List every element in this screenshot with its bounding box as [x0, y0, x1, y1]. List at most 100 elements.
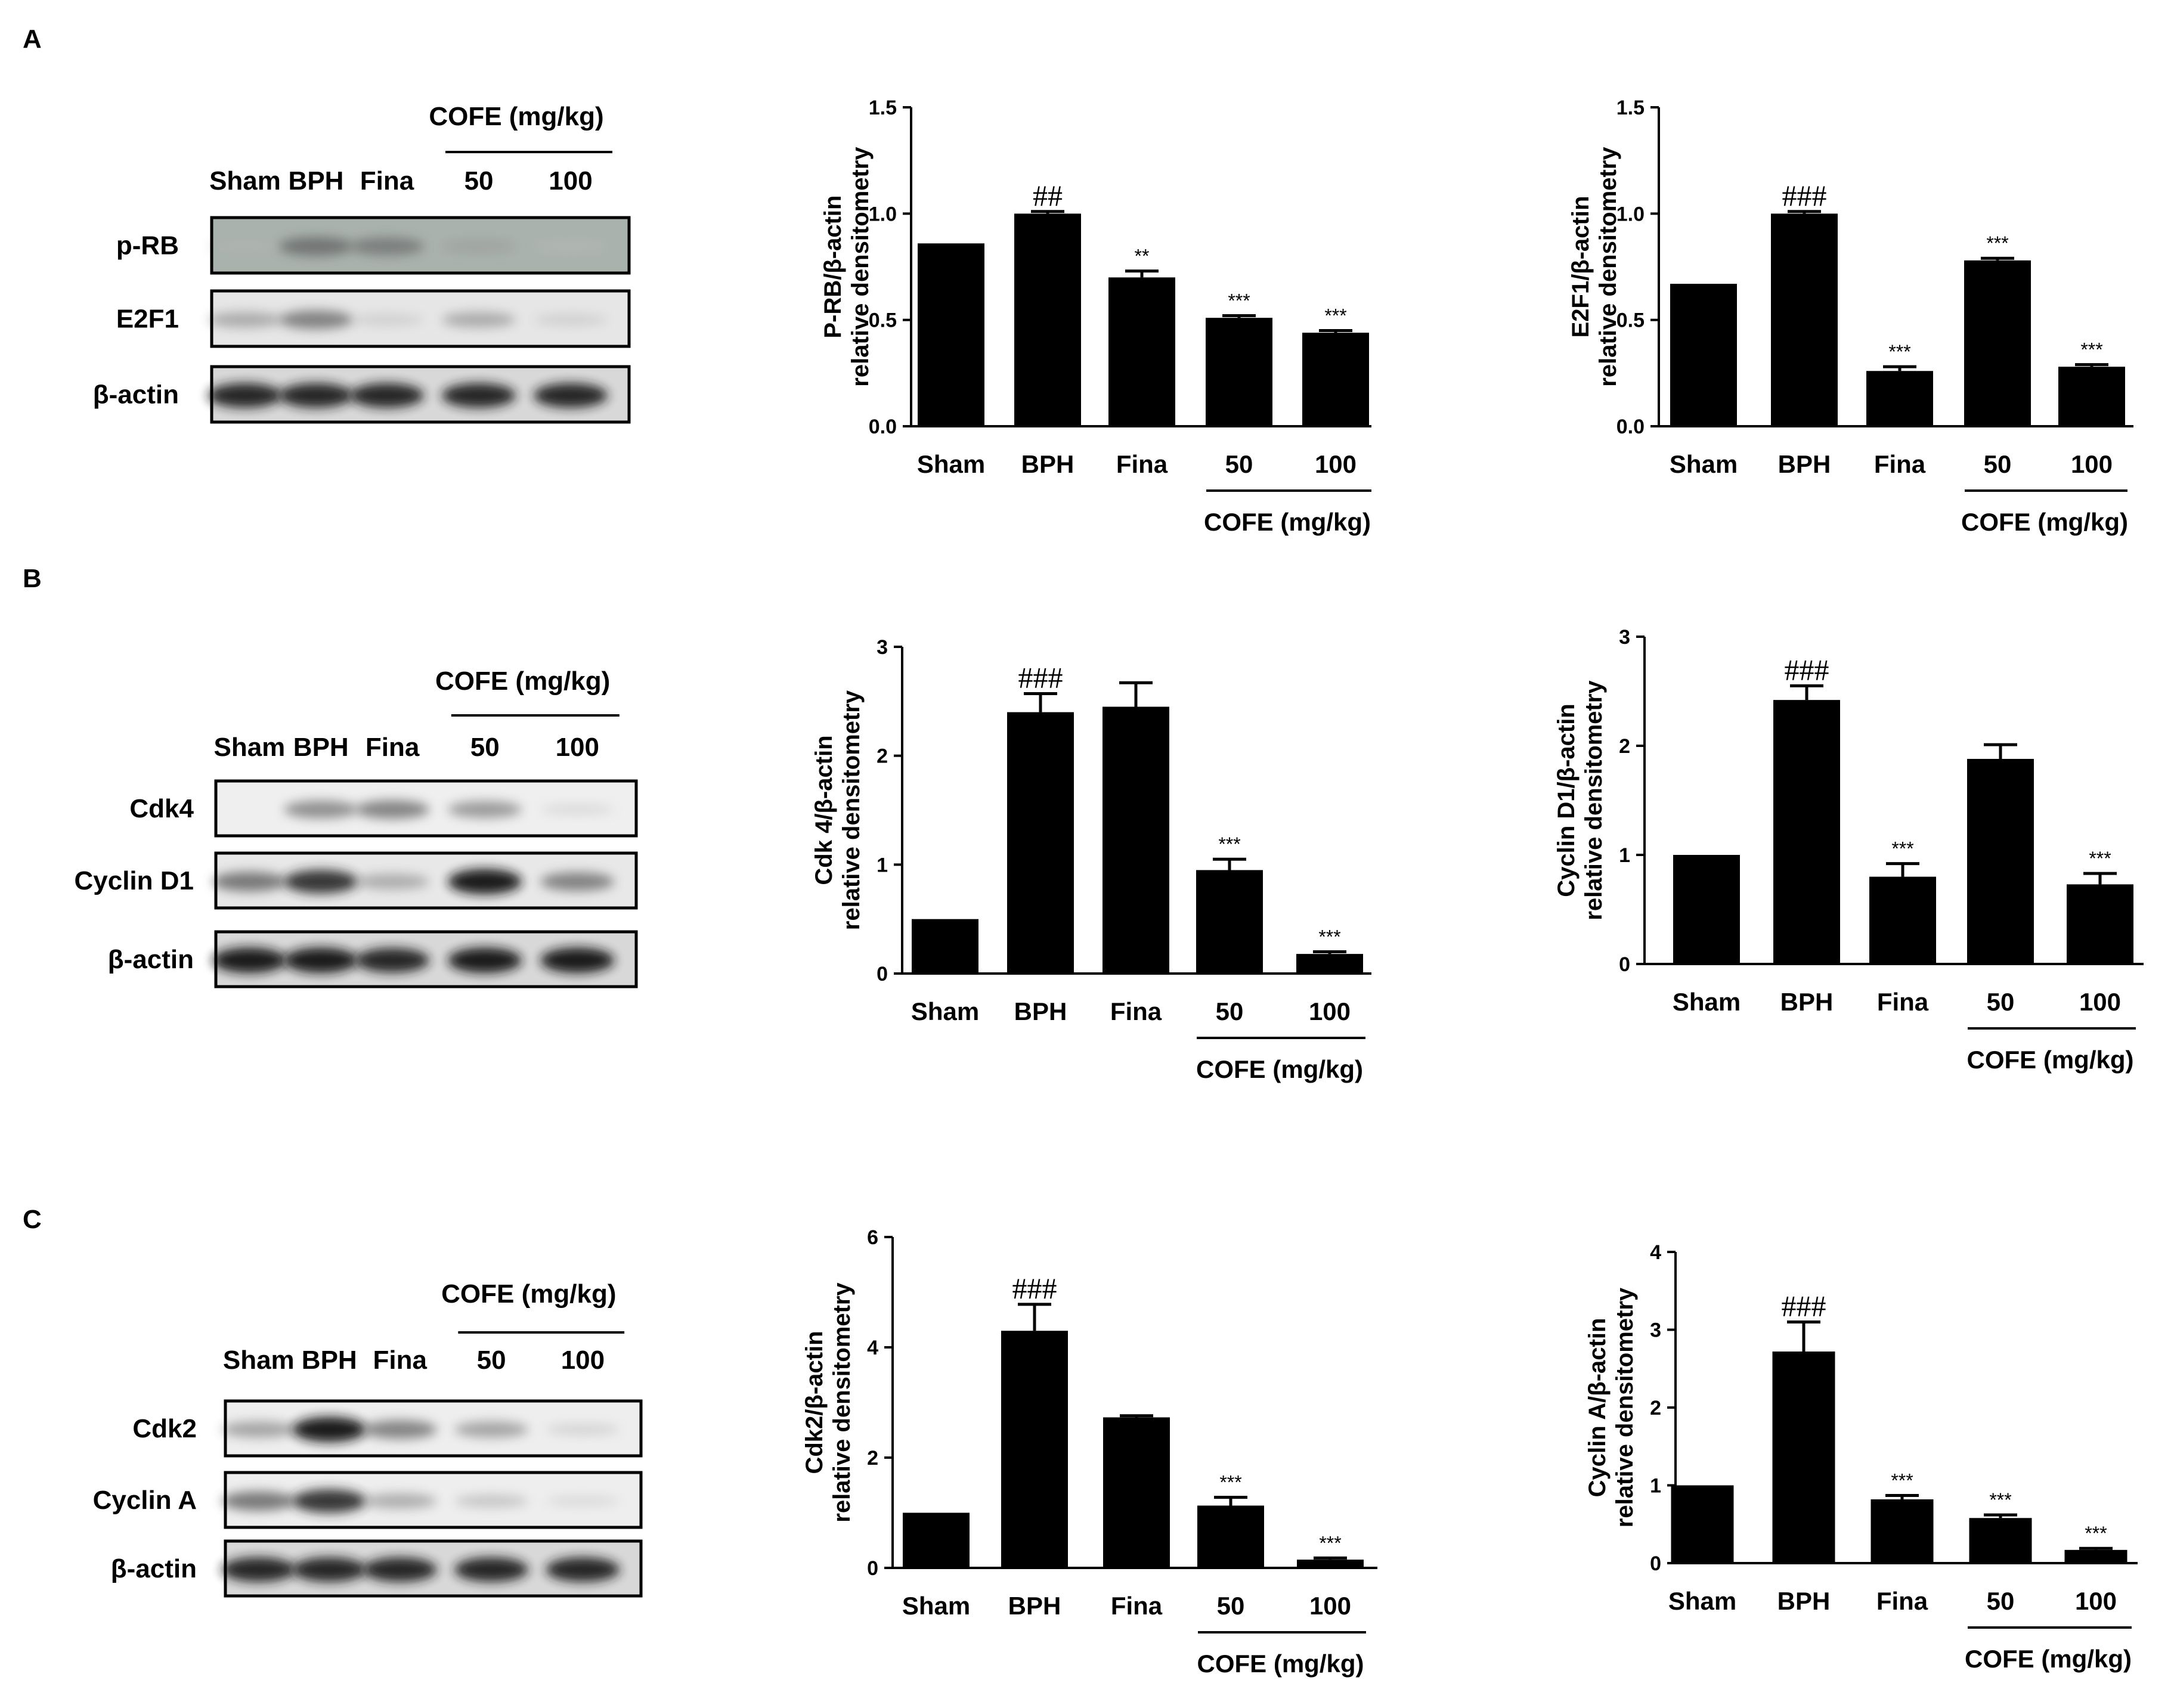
significance-star: **	[1135, 246, 1150, 267]
blot-band	[534, 314, 608, 326]
blot-lane-label: 50	[464, 166, 494, 196]
blot-band	[540, 872, 615, 891]
x-category-label: Sham	[911, 997, 979, 1025]
blot-band	[355, 800, 430, 819]
bar	[2064, 1549, 2127, 1563]
blot-band	[546, 1557, 620, 1582]
x-category-label: 50	[1987, 1587, 2015, 1615]
bar	[1001, 1331, 1068, 1568]
y-axis-title: Cyclin A/β-actinrelative densitometry	[1584, 1287, 1638, 1527]
bar	[2067, 884, 2133, 964]
blot-band	[279, 237, 353, 256]
significance-star: ***	[2080, 339, 2102, 361]
blot-strip-border	[214, 930, 638, 988]
x-category-label: Sham	[902, 1592, 970, 1620]
y-tick-label: 1.5	[1616, 97, 1645, 119]
blot-band	[212, 947, 287, 974]
bar	[1007, 712, 1074, 974]
y-tick-label: 2	[1619, 735, 1630, 758]
y-axis-title-line: E2F1/β-actin	[1568, 196, 1594, 338]
blot-band	[208, 383, 282, 408]
blot-band	[454, 1557, 529, 1582]
blot-band	[350, 314, 424, 326]
x-category-label: Fina	[1876, 1587, 1928, 1615]
x-group-label: COFE (mg/kg)	[1961, 508, 2128, 536]
bar	[1671, 1485, 1734, 1563]
y-axis-title-line: relative densitometry	[838, 690, 865, 930]
x-category-label: 100	[2071, 450, 2113, 478]
blot-band	[363, 1420, 437, 1439]
significance-star: ***	[2085, 1523, 2107, 1544]
blot-group-label: COFE (mg/kg)	[435, 667, 610, 696]
x-category-label: BPH	[1778, 450, 1831, 478]
blot-band	[208, 312, 282, 328]
blot-band	[350, 383, 424, 408]
y-axis-title-line: Cyclin D1/β-actin	[1553, 703, 1580, 897]
bar	[1670, 284, 1737, 426]
y-axis-title-line: relative densitometry	[1581, 680, 1607, 920]
blot-lane-label: 100	[549, 166, 592, 196]
blot-band	[350, 237, 424, 256]
y-axis-title-line: Cdk 4/β-actin	[811, 735, 837, 885]
blot-band	[540, 804, 615, 815]
x-group-label: COFE (mg/kg)	[1967, 1046, 2134, 1074]
x-category-label: 100	[2075, 1587, 2117, 1615]
y-axis-title: Cyclin D1/β-actinrelative densitometry	[1553, 680, 1607, 920]
panel-letter-A: A	[23, 24, 42, 54]
bar	[1870, 1499, 1934, 1563]
x-category-label: 100	[1309, 1592, 1351, 1620]
x-category-label: 50	[1984, 450, 2012, 478]
x-category-label: BPH	[1021, 450, 1074, 478]
bar	[2058, 367, 2125, 426]
blot-lane-label: BPH	[302, 1346, 357, 1375]
blot-strip-border	[224, 1539, 643, 1598]
blot-band	[442, 312, 516, 328]
blot-row-label: Cyclin D1	[74, 866, 194, 895]
blot-band	[284, 800, 358, 819]
x-category-label: Fina	[1111, 1592, 1163, 1620]
blot-lane-label: Fina	[373, 1346, 428, 1375]
y-tick-label: 1	[1619, 844, 1630, 867]
blot-strip-border	[210, 216, 631, 275]
bar	[1197, 1505, 1264, 1568]
significance-star: ***	[1218, 833, 1240, 855]
bar	[1964, 260, 2031, 426]
y-axis-title-line: relative densitometry	[847, 147, 874, 387]
significance-star: ***	[1219, 1472, 1241, 1493]
x-category-label: BPH	[1014, 997, 1067, 1025]
blot-lane-label: 50	[470, 733, 500, 762]
panel-letter-B: B	[23, 564, 42, 593]
bar	[1103, 1417, 1170, 1568]
y-tick-label: 4	[1650, 1241, 1661, 1264]
y-tick-label: 6	[867, 1226, 878, 1249]
bar	[1206, 318, 1272, 426]
blot-band	[355, 873, 430, 889]
western-blot-A: COFE (mg/kg) Sham BPH Fina 50 100 p-RB E2F1 β-ac…	[93, 102, 631, 424]
y-axis-title: P-RB/β-actinrelative densitometry	[820, 147, 874, 387]
significance-star: ***	[1228, 290, 1250, 312]
significance-hash: ###	[1018, 661, 1063, 695]
x-category-label: 50	[1225, 450, 1253, 478]
y-tick-label: 0.0	[869, 416, 897, 438]
blot-band	[454, 1421, 529, 1438]
blot-strip-border	[224, 1471, 643, 1529]
blot-band	[279, 383, 353, 408]
blot-band	[363, 1557, 437, 1582]
y-axis-title-line: relative densitometry	[1612, 1287, 1638, 1527]
x-category-label: Fina	[1116, 450, 1168, 478]
blot-band	[279, 310, 353, 330]
bar-chart-5: 0 2 4 6 Cdk2/β-actinrelative densitometry Sha…	[801, 1226, 1377, 1678]
blot-band	[292, 1557, 367, 1582]
y-tick-label: 0	[1619, 953, 1630, 976]
x-group-label: COFE (mg/kg)	[1197, 1650, 1364, 1678]
blot-band	[448, 947, 522, 974]
y-axis-title-line: relative densitometry	[1595, 147, 1621, 387]
y-axis-title-line: Cdk2/β-actin	[801, 1331, 828, 1474]
y-tick-label: 2	[1650, 1397, 1661, 1419]
bar-chart-2: 0.0 0.5 1.0 1.5 E2F1/β-actinrelative densito…	[1568, 97, 2133, 536]
bar	[1302, 333, 1369, 426]
bar	[1673, 855, 1740, 964]
bar-chart-1: 0.0 0.5 1.0 1.5 P-RB/β-actinrelative densito…	[820, 97, 1371, 536]
significance-hash: ###	[1012, 1272, 1057, 1305]
